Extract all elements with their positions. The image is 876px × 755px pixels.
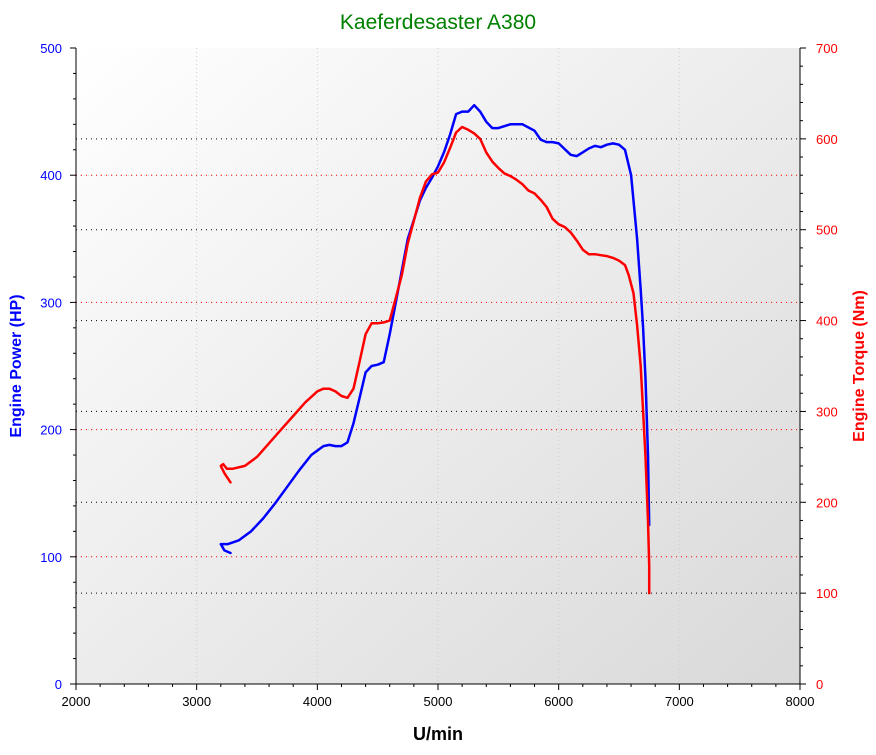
torque-line — [219, 125, 651, 595]
y-left-tick-label: 200 — [40, 423, 62, 438]
y-left-tick-label: 400 — [40, 168, 62, 183]
y-axis-left-label: Engine Power (HP) — [8, 294, 25, 437]
y-right-tick-label: 400 — [816, 314, 838, 329]
x-tick-label: 2000 — [62, 694, 91, 709]
plot-area — [76, 48, 800, 684]
x-tick-label: 3000 — [182, 694, 211, 709]
grid-lines — [76, 48, 800, 684]
y-right-tick-label: 100 — [816, 586, 838, 601]
y-left-tick-label: 100 — [40, 550, 62, 565]
x-tick-label: 8000 — [786, 694, 815, 709]
x-tick-label: 7000 — [665, 694, 694, 709]
y-right-tick-label: 0 — [816, 677, 823, 692]
y-right-tick-label: 600 — [816, 132, 838, 147]
y-left-tick-label: 300 — [40, 295, 62, 310]
y-right-tick-label: 700 — [816, 41, 838, 56]
y-left-tick-label: 500 — [40, 41, 62, 56]
y-right-tick-label: 500 — [816, 223, 838, 238]
power-line — [219, 103, 651, 555]
x-tick-label: 5000 — [424, 694, 453, 709]
x-tick-label: 4000 — [303, 694, 332, 709]
chart-title: Kaeferdesaster A380 — [340, 11, 536, 34]
y-right-tick-label: 200 — [816, 495, 838, 510]
y-right-tick-label: 300 — [816, 404, 838, 419]
x-tick-label: 6000 — [544, 694, 573, 709]
series-layer — [219, 103, 651, 595]
x-axis-label: U/min — [413, 724, 463, 744]
axis-ticks: 2000 3000 4000 5000 6000 7000 8000010020030040… — [40, 41, 837, 709]
y-left-tick-label: 0 — [55, 677, 62, 692]
y-axis-right-label: Engine Torque (Nm) — [851, 290, 868, 442]
